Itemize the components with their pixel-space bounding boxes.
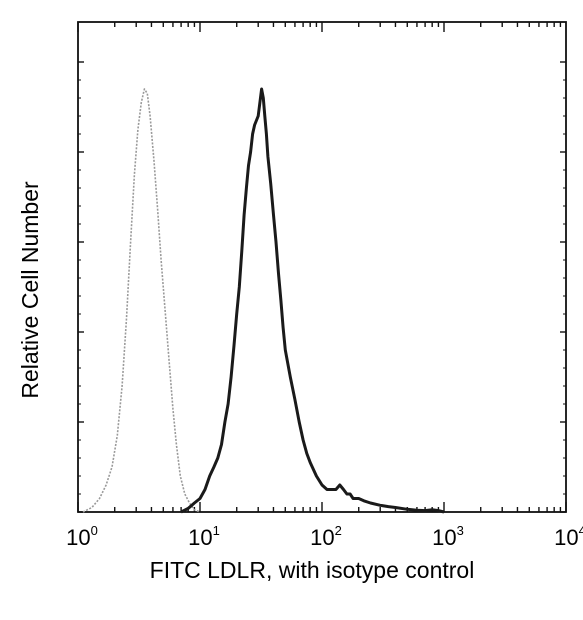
x-tick-label: 101 [188,523,220,550]
axis-ticks [77,22,567,513]
x-tick-labels: 100 101 102 103 104 [66,523,583,550]
x-axis-title: FITC LDLR, with isotype control [150,557,475,583]
x-tick-label: 103 [432,523,464,550]
y-axis-title: Relative Cell Number [17,181,43,399]
plot-frame [77,21,567,513]
x-tick-label: 100 [66,523,98,550]
x-tick-label: 104 [554,523,583,550]
series-line-1 [82,88,201,513]
series-line-2 [180,87,445,514]
series-layer [82,87,445,514]
x-tick-label: 102 [310,523,342,550]
